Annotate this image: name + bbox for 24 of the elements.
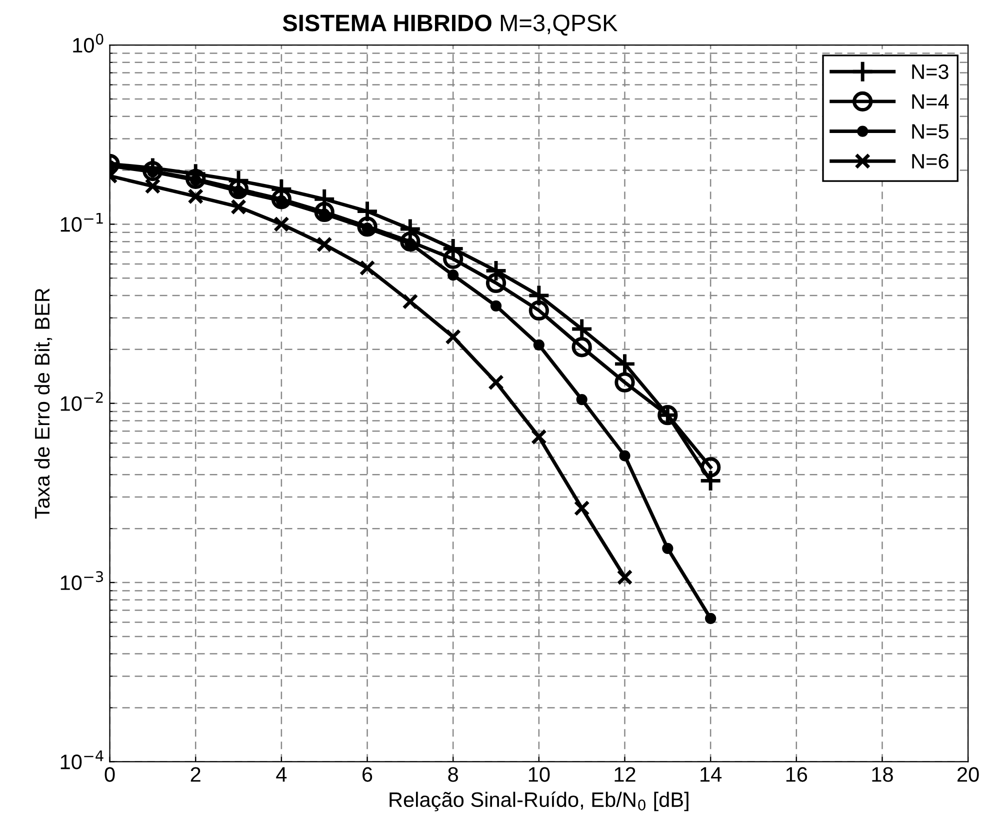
y-tick-label: 10$^{−2}$ [60, 392, 103, 411]
x-tick-label: 4 [276, 767, 287, 782]
chart-title: SISTEMA HIBRIDO [282, 14, 492, 32]
y-tick-label: 10$^{−4}$ [60, 750, 104, 770]
y-tick-label: 10$^{−1}$ [60, 213, 103, 232]
legend-label: N=3 [912, 64, 948, 80]
x-tick-label: 2 [190, 767, 200, 782]
legend-label: N=4 [912, 94, 949, 109]
x-tick-label: 6 [362, 767, 372, 782]
y-axis-title: Taxa de Erro de Bit, BER [34, 288, 52, 519]
legend-label: N=5 [912, 124, 948, 139]
x-tick-label: 16 [786, 767, 808, 782]
x-axis-title: Relação Sinal-Ruído, Eb/N$_{0}$ [dB] [390, 792, 688, 812]
x-tick-label: 14 [700, 767, 722, 782]
y-tick-label: 10$^{0}$ [73, 34, 104, 53]
x-tick-label: 12 [614, 767, 636, 782]
x-tick-label: 18 [872, 767, 893, 782]
legend-label: N=6 [912, 154, 948, 169]
x-tick-label: 0 [104, 767, 115, 782]
x-tick-label: 10 [528, 767, 550, 782]
y-tick-label: 10$^{−3}$ [60, 571, 103, 590]
x-tick-label: 20 [958, 767, 979, 782]
x-tick-label: 8 [448, 767, 458, 782]
chart-subtitle: M=3,QPSK [500, 14, 618, 36]
